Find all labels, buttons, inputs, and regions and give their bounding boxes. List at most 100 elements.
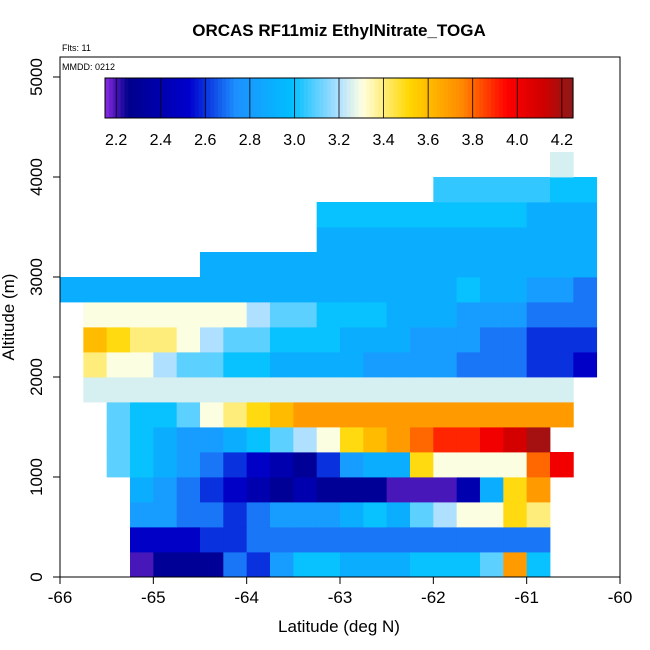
heatmap-cell (293, 527, 318, 553)
heatmap-cell (340, 277, 364, 303)
heatmap-cell (293, 502, 318, 528)
date-annotation: MMDD: 0212 (62, 62, 115, 72)
colorbar-segment (280, 78, 285, 118)
heatmap-cell (106, 452, 131, 478)
heatmap-cell (106, 402, 131, 428)
heatmap-cell (503, 452, 528, 478)
heatmap-cell (456, 302, 481, 328)
heatmap-cell (106, 302, 131, 328)
colorbar-segment (264, 78, 270, 118)
heatmap-cell (340, 377, 364, 403)
colorbar-segment (553, 78, 558, 118)
heatmap-cell (550, 377, 574, 403)
x-tick-label: -65 (141, 588, 166, 607)
heatmap-cell (176, 427, 201, 453)
y-tick-label: 2000 (27, 358, 46, 396)
colorbar-segment (514, 78, 519, 118)
heatmap-cell (503, 427, 528, 453)
colorbar-segment (381, 78, 387, 118)
colorbar-segment (526, 78, 531, 118)
heatmap-cell (526, 227, 551, 253)
colorbar-segment (222, 78, 227, 118)
heatmap-cell (153, 302, 178, 328)
heatmap-cell (410, 527, 434, 553)
heatmap-cell (246, 402, 271, 428)
colorbar-segment (120, 78, 126, 118)
heatmap-cell (480, 502, 504, 528)
colorbar-segment (339, 78, 344, 118)
x-tick-label: -66 (48, 588, 73, 607)
heatmap-cell (386, 377, 411, 403)
colorbar-segment (463, 78, 469, 118)
heatmap-cell (386, 252, 411, 278)
heatmap-cell (316, 277, 341, 303)
heatmap-cell (200, 402, 224, 428)
heatmap-cell (550, 352, 574, 378)
colorbar-segment (194, 78, 200, 118)
heatmap-cell (503, 277, 528, 303)
colorbar-segment (108, 78, 114, 118)
heatmap-cell (456, 177, 481, 203)
colorbar-segment (506, 78, 512, 118)
colorbar-segment (186, 78, 192, 118)
colorbar-tick-label: 3.8 (462, 132, 484, 149)
heatmap-cell (176, 402, 201, 428)
heatmap-cell (456, 252, 481, 278)
heatmap-cell (223, 527, 248, 553)
colorbar-segment (495, 78, 500, 118)
heatmap-cell (480, 202, 504, 228)
heatmap-cell (130, 327, 154, 353)
heatmap-cell (526, 427, 551, 453)
heatmap-cell (293, 402, 318, 428)
heatmap-cell (550, 452, 574, 478)
heatmap-cell (456, 377, 481, 403)
heatmap-cell (316, 302, 341, 328)
heatmap-cell (130, 377, 154, 403)
colorbar-segment (456, 78, 461, 118)
y-axis: 0 1000 2000 3000 4000 5000 (27, 58, 60, 582)
heatmap-cell (316, 427, 341, 453)
colorbar-segment (534, 78, 539, 118)
heatmap-cell (456, 327, 481, 353)
heatmap-cell (293, 452, 318, 478)
heatmap-cell (246, 352, 271, 378)
heatmap-cell (106, 377, 131, 403)
colorbar-tick-label: 3.4 (372, 132, 394, 149)
heatmap-cell (363, 352, 388, 378)
heatmap-cell (363, 302, 388, 328)
heatmap-cell (386, 502, 411, 528)
heatmap-cell (293, 377, 318, 403)
colorbar-segment (202, 78, 207, 118)
heatmap-cell (60, 277, 84, 303)
heatmap-cell (293, 252, 318, 278)
heatmap-cell (200, 377, 224, 403)
colorbar-segment (315, 78, 321, 118)
heatmap-cell (503, 552, 528, 578)
heatmap-cell (153, 377, 178, 403)
heatmap-cell (526, 327, 551, 353)
heatmap-cell (433, 427, 458, 453)
heatmap-cell (130, 527, 154, 553)
heatmap-cell (293, 477, 318, 503)
heatmap-cell (386, 277, 411, 303)
colorbar-segment (417, 78, 422, 118)
colorbar-segment (296, 78, 301, 118)
heatmap-cell (106, 352, 131, 378)
colorbar-segment (112, 78, 118, 118)
heatmap-cell (316, 202, 341, 228)
heatmap-cell (410, 252, 434, 278)
colorbar-segment (331, 78, 336, 118)
heatmap-cell (433, 302, 458, 328)
heatmap-cell (200, 502, 224, 528)
heatmap-cell (410, 277, 434, 303)
heatmap-cell (316, 377, 341, 403)
heatmap-cell (386, 352, 411, 378)
heatmap-cell (386, 402, 411, 428)
heatmap-cell (246, 552, 271, 578)
heatmap-cell (246, 452, 271, 478)
x-tick-label: -60 (608, 588, 633, 607)
heatmap-cell (410, 502, 434, 528)
colorbar-tick-label: 3.6 (417, 132, 439, 149)
y-tick-label: 4000 (27, 158, 46, 196)
